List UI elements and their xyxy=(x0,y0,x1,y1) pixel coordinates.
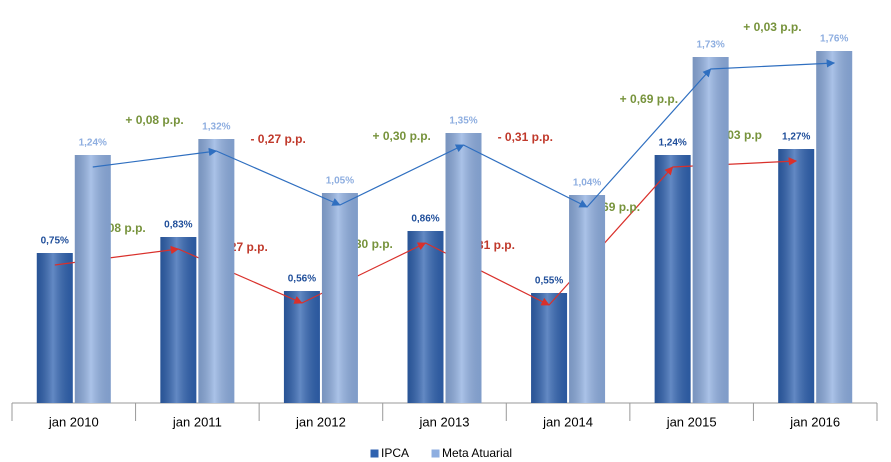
x-tick-label: jan 2013 xyxy=(419,414,470,429)
value-label: 0,86% xyxy=(411,214,439,225)
change-label: + 0,08 p.p. xyxy=(125,113,183,127)
value-label: 1,04% xyxy=(573,178,601,189)
bar-shine xyxy=(778,149,815,403)
change-arrow xyxy=(425,242,550,306)
change-arrow xyxy=(672,157,798,168)
bar-shine xyxy=(569,195,606,403)
value-label: 1,05% xyxy=(326,176,354,187)
change-arrow xyxy=(586,68,712,208)
bar-shine xyxy=(198,139,235,403)
value-label: 1,32% xyxy=(202,122,230,133)
bar-shine xyxy=(36,253,73,403)
value-label: 1,76% xyxy=(820,34,848,45)
change-arrow xyxy=(710,59,836,70)
change-arrow xyxy=(178,248,303,304)
x-tick-label: jan 2014 xyxy=(542,414,593,429)
value-label: 1,27% xyxy=(782,132,810,143)
value-label: 0,55% xyxy=(535,276,563,287)
legend-swatch xyxy=(369,448,380,459)
bar-shine xyxy=(321,193,358,403)
bar-shine xyxy=(531,293,568,403)
legend-label: IPCA xyxy=(381,446,409,460)
change-arrow xyxy=(339,144,465,206)
change-label: + 0,03 p.p. xyxy=(743,20,801,34)
value-label: 0,75% xyxy=(41,236,69,247)
value-label: 1,35% xyxy=(449,116,477,127)
x-tick-label: jan 2015 xyxy=(666,414,717,429)
value-label: 0,83% xyxy=(164,220,192,231)
value-label: 0,56% xyxy=(288,274,316,285)
change-arrow xyxy=(463,144,588,208)
legend-swatch xyxy=(430,448,441,459)
legend-label: Meta Atuarial xyxy=(442,446,512,460)
x-tick-label: jan 2012 xyxy=(295,414,346,429)
x-tick-label: jan 2016 xyxy=(789,414,840,429)
change-label: - 0,31 p.p. xyxy=(498,130,553,144)
change-label: + 0,30 p.p. xyxy=(373,129,431,143)
bar-shine xyxy=(445,133,482,403)
bar-shine xyxy=(692,57,729,403)
change-label: - 0,27 p.p. xyxy=(250,132,305,146)
bar-shine xyxy=(74,155,111,403)
bar-shine xyxy=(816,51,853,403)
value-label: 1,73% xyxy=(696,40,724,51)
change-arrow xyxy=(216,150,341,206)
value-label: 1,24% xyxy=(79,138,107,149)
change-arrow xyxy=(548,166,674,306)
bar-shine xyxy=(654,155,691,403)
x-tick-label: jan 2010 xyxy=(48,414,99,429)
change-arrow xyxy=(301,242,427,304)
change-label: + 0,69 p.p. xyxy=(620,92,678,106)
bar-shine xyxy=(283,291,320,403)
value-label: 1,24% xyxy=(658,138,686,149)
bar-shine xyxy=(407,231,444,403)
change-arrow xyxy=(92,147,218,168)
bar-shine xyxy=(160,237,197,403)
x-tick-label: jan 2011 xyxy=(172,414,222,429)
change-arrow xyxy=(54,245,180,266)
